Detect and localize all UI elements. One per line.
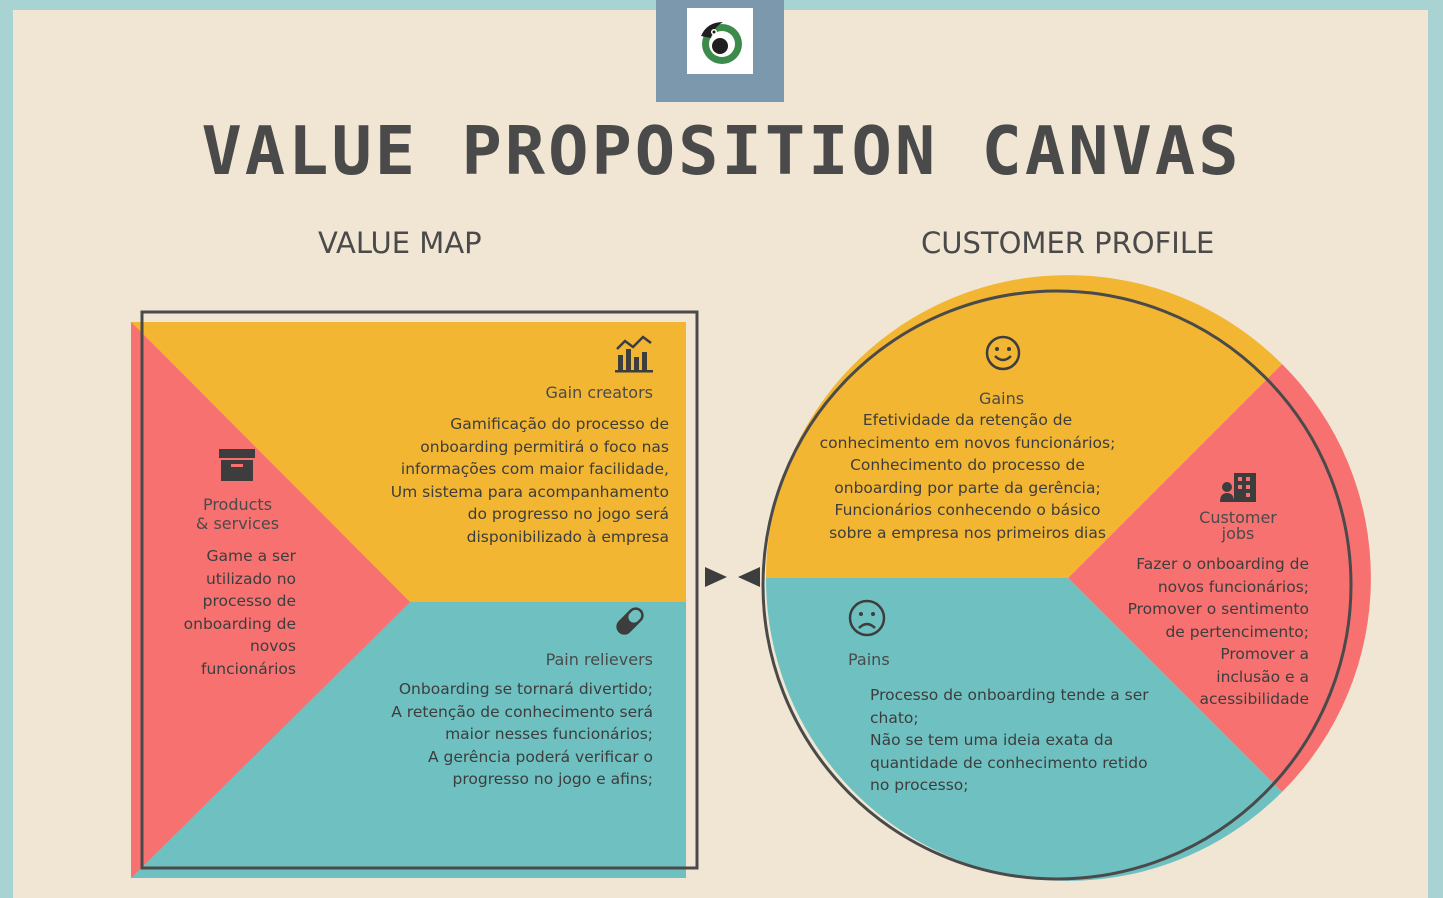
chameleon-logo-icon	[687, 8, 753, 74]
customer-jobs-label: Customer jobs	[1199, 508, 1277, 543]
arrow-left-icon	[738, 567, 760, 587]
gains-text: Efetividade da retenção de conhecimento …	[819, 411, 1116, 542]
customer-jobs-text: Fazer o onboarding de novos funcionários…	[1127, 555, 1309, 708]
gains-label: Gains	[978, 389, 1025, 408]
customer-profile-circle	[761, 275, 1371, 881]
archive-box-icon	[219, 447, 255, 487]
value-map-square	[131, 310, 699, 878]
pains-text: Processo de onboarding tende a ser chato…	[870, 686, 1149, 794]
customer-profile-outline	[761, 289, 1353, 881]
pain-relievers-text: Onboarding se tornará divertido; A reten…	[391, 680, 653, 788]
sad-face-icon	[847, 598, 887, 642]
gains-region	[765, 275, 1282, 578]
logo-box	[656, 0, 784, 102]
customer-profile-heading: CUSTOMER PROFILE	[921, 226, 1215, 260]
arrow-right-icon	[705, 567, 727, 587]
products-region	[131, 322, 410, 878]
bar-chart-trend-icon	[615, 335, 653, 377]
customer-jobs-region	[1068, 364, 1371, 792]
value-map-heading: VALUE MAP	[318, 226, 482, 260]
pains-region	[765, 578, 1282, 881]
pill-icon	[612, 603, 648, 643]
pains-label: Pains	[848, 650, 890, 669]
gain-creators-text: Gamificação do processo de onboarding pe…	[390, 415, 669, 546]
smiley-face-icon	[984, 334, 1022, 376]
gain-creators-label: Gain creators	[545, 383, 653, 402]
value-map-outline	[140, 310, 699, 870]
building-person-icon	[1220, 471, 1258, 507]
products-services-label: Products & services	[195, 495, 280, 533]
pain-relievers-label: Pain relievers	[545, 650, 653, 669]
products-services-text: Game a ser utilizado no processo de onbo…	[183, 547, 296, 678]
page-title: VALUE PROPOSITION CANVAS	[201, 112, 1242, 190]
